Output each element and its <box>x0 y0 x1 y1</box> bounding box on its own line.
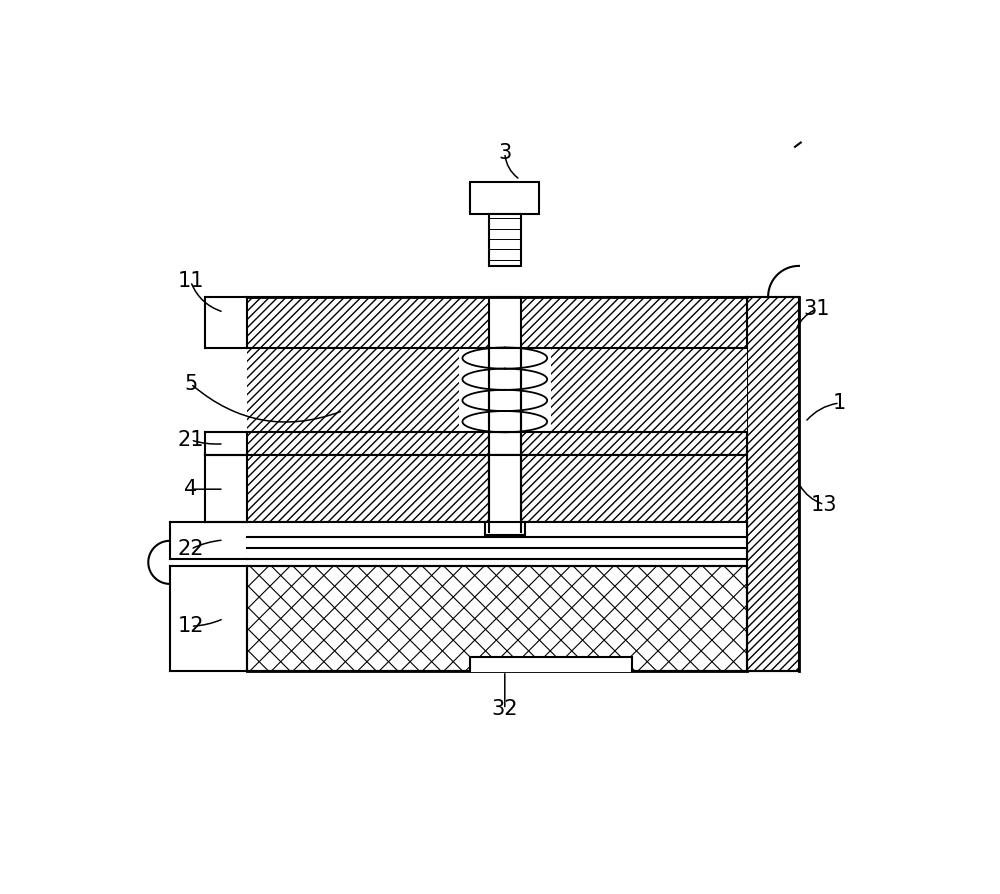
Bar <box>485 522 525 535</box>
Text: 31: 31 <box>803 299 830 319</box>
Text: 1: 1 <box>833 393 846 413</box>
Bar <box>470 182 539 215</box>
Text: 11: 11 <box>177 271 204 291</box>
Text: 4: 4 <box>184 479 197 499</box>
Bar <box>247 566 747 670</box>
Bar <box>247 455 747 522</box>
Bar <box>489 297 521 348</box>
Bar <box>489 432 521 455</box>
Bar <box>247 548 747 559</box>
Bar <box>247 432 747 455</box>
Text: 22: 22 <box>177 539 204 560</box>
Text: 5: 5 <box>184 374 197 393</box>
Text: 3: 3 <box>498 143 511 163</box>
Bar <box>489 215 521 266</box>
Text: 12: 12 <box>177 616 204 637</box>
Text: 21: 21 <box>177 430 204 450</box>
Bar <box>247 522 747 537</box>
Bar <box>247 348 459 432</box>
Bar <box>747 297 799 670</box>
Bar <box>470 657 632 672</box>
Bar <box>489 455 521 522</box>
Bar <box>247 537 747 548</box>
Bar <box>247 455 747 522</box>
Bar <box>551 348 747 432</box>
Bar <box>247 348 747 432</box>
Bar <box>747 297 799 670</box>
Bar <box>489 348 521 432</box>
Text: 13: 13 <box>811 494 838 515</box>
Bar <box>489 455 521 532</box>
Bar <box>247 297 747 348</box>
Bar <box>247 566 747 670</box>
Bar <box>247 432 747 455</box>
Text: 32: 32 <box>492 699 518 720</box>
Bar <box>247 297 747 348</box>
